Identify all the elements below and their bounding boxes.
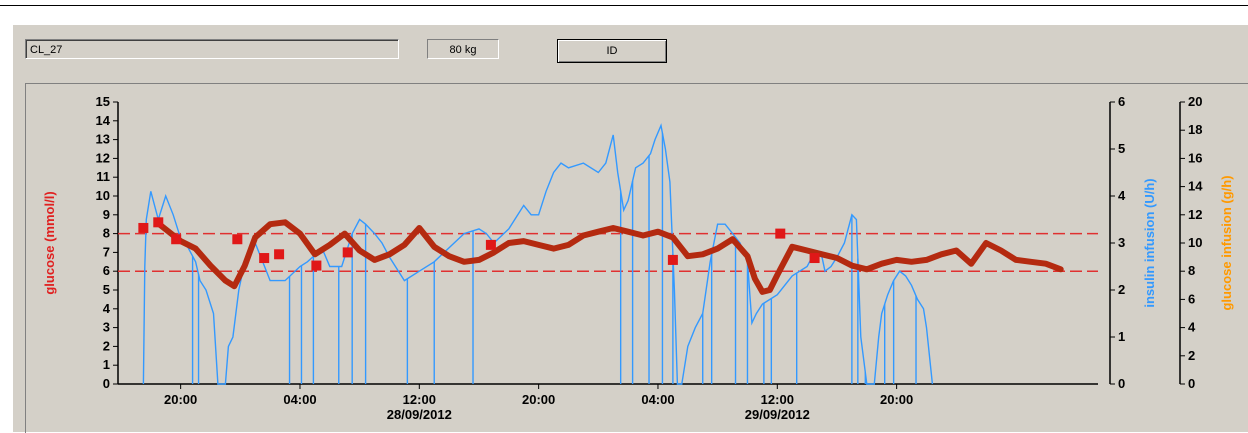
x-axis-date-label: 29/09/2012 [745,407,810,422]
insulin-axis-tick-label: 2 [1118,282,1125,297]
glucose-measurement-point [485,239,496,250]
glucose-infusion-axis-tick-label: 16 [1188,150,1202,165]
glucose-measurement-point [153,217,164,228]
patient-weight-field: 80 kg [427,39,499,59]
x-axis-time-label: 12:00 [761,392,794,407]
glucose-measurement-point [809,253,820,264]
insulin-axis-tick-label: 3 [1118,235,1125,250]
x-axis-time-label: 20:00 [164,392,197,407]
left-axis-tick-label: 11 [96,169,110,184]
glucose-infusion-axis-title: glucose infusion (g/h) [1219,175,1234,310]
left-axis-tick-label: 13 [96,132,110,147]
glucose-infusion-axis-tick-label: 6 [1188,291,1195,306]
x-axis-time-label: 04:00 [641,392,674,407]
id-button[interactable]: ID [557,39,667,63]
glucose-measurement-point [138,222,149,233]
glucose-infusion-axis-tick-label: 10 [1188,235,1202,250]
glucose-measurement-point [171,234,182,245]
glucose-measurement-point [274,249,285,260]
left-axis-tick-label: 6 [103,263,110,278]
x-axis-time-label: 20:00 [880,392,913,407]
glucose-measurement-point [259,253,270,264]
patient-panel: CL_27 80 kg ID 0 1 2 3 4 5 6 7 8 9 10 11 12 13 14 15 glu… [12,24,1248,433]
glucose-infusion-axis-tick-label: 18 [1188,122,1202,137]
glucose-infusion-axis-tick-label: 4 [1188,320,1196,335]
glucose-measurement-point [232,234,243,245]
glucose-infusion-axis-tick-label: 0 [1188,376,1195,391]
glucose-infusion-axis-tick-label: 12 [1188,207,1202,222]
glucose-measurement-point [667,254,678,265]
left-axis-tick-label: 4 [103,301,111,316]
insulin-axis-tick-label: 4 [1118,188,1126,203]
left-axis-tick-label: 14 [96,113,111,128]
insulin-axis-tick-label: 0 [1118,376,1125,391]
left-axis-tick-label: 12 [96,150,110,165]
left-axis-tick-label: 10 [96,188,110,203]
glucose-measurement-point [342,247,353,258]
left-axis-tick-label: 7 [103,244,110,259]
left-axis-tick-label: 5 [103,282,110,297]
x-axis-time-label: 04:00 [283,392,316,407]
left-axis-tick-label: 3 [103,320,110,335]
glucose-measurement-point [311,260,322,271]
left-axis-title: glucose (mmol/l) [42,191,57,294]
x-axis-time-label: 12:00 [403,392,436,407]
glucose-infusion-axis-tick-label: 8 [1188,263,1195,278]
left-axis-tick-label: 8 [103,226,110,241]
insulin-axis-title: insulin infusion (U/h) [1142,178,1157,307]
glucose-trend-series [153,219,1064,295]
glucose-insulin-chart: 0 1 2 3 4 5 6 7 8 9 10 11 12 13 14 15 glucose (mmol/l) 0 1… [25,83,1248,433]
glucose-measurement-point [775,228,786,239]
glucose-infusion-axis-tick-label: 20 [1188,94,1202,109]
left-axis-tick-label: 1 [103,357,110,372]
x-axis-date-label: 28/09/2012 [387,407,452,422]
glucose-infusion-axis-tick-label: 14 [1188,179,1203,194]
left-axis-tick-label: 9 [103,207,110,222]
insulin-axis-tick-label: 5 [1118,141,1125,156]
patient-id-field[interactable]: CL_27 [25,39,399,59]
glucose-infusion-axis-tick-label: 2 [1188,348,1195,363]
x-axis-time-label: 20:00 [522,392,555,407]
left-axis-tick-label: 0 [103,376,110,391]
top-divider-line [0,5,1248,6]
left-axis-tick-label: 2 [103,338,110,353]
left-axis-tick-label: 15 [96,94,110,109]
insulin-axis-tick-label: 6 [1118,94,1125,109]
insulin-axis-tick-label: 1 [1118,329,1125,344]
